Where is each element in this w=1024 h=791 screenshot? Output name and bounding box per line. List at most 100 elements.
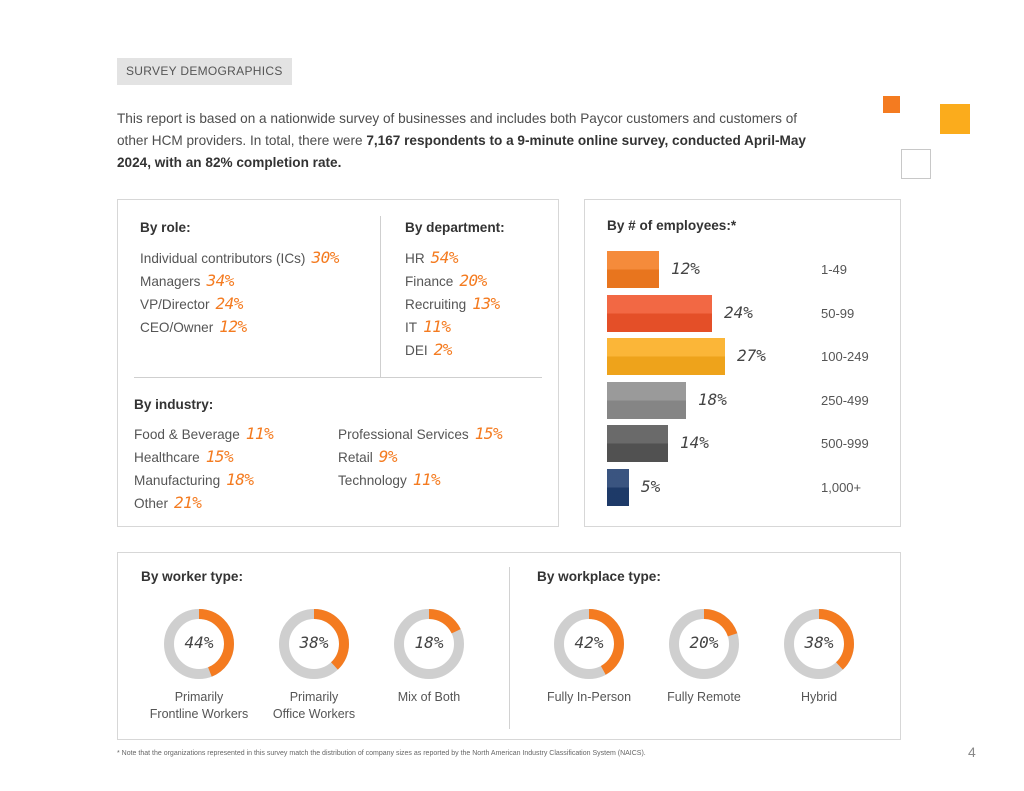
employee-bar-value: 14% xyxy=(680,433,709,452)
industry-value: 15% xyxy=(205,447,234,466)
by-role-heading: By role: xyxy=(140,220,191,235)
list-item: IT 11% xyxy=(405,315,500,338)
by-industry-heading: By industry: xyxy=(134,397,214,412)
employee-bar xyxy=(607,468,629,506)
industry-value: 21% xyxy=(174,493,202,512)
department-label: Recruiting xyxy=(405,297,467,312)
by-industry-right-list: Professional Services 15% Retail 9% Techno… xyxy=(338,422,503,491)
donut-caption: Primarily Office Workers xyxy=(249,689,379,723)
role-value: 12% xyxy=(219,317,247,336)
donut-caption-line: Office Workers xyxy=(272,707,356,721)
department-value: 20% xyxy=(459,271,487,290)
employee-bar-value: 18% xyxy=(698,389,727,409)
employee-bar-label: 500-999 xyxy=(821,436,869,451)
list-item: Recruiting 13% xyxy=(405,292,500,315)
donut-caption-line: Fully Remote xyxy=(667,690,741,704)
industry-value: 9% xyxy=(378,447,398,466)
employee-bar-label: 50-99 xyxy=(821,305,855,321)
footnote: * Note that the organizations represente… xyxy=(117,750,646,757)
role-value: 24% xyxy=(215,294,244,313)
by-department-list: HR 54% Finance 20% Recruiting 13% IT 11% DEI… xyxy=(405,246,500,361)
donut-chart xyxy=(394,609,464,679)
row-divider xyxy=(134,377,542,378)
donut-caption-line: Primarily xyxy=(174,690,224,704)
department-label: Finance xyxy=(405,274,454,289)
industry-value: 18% xyxy=(226,470,254,489)
donut-value: 44% xyxy=(184,633,214,652)
department-value: 54% xyxy=(430,248,459,267)
employee-bar xyxy=(607,425,668,462)
donut-slice xyxy=(279,609,349,679)
donut-chart xyxy=(784,609,854,679)
column-divider xyxy=(380,216,381,378)
industry-label: Manufacturing xyxy=(134,473,221,488)
donut-value: 42% xyxy=(574,633,604,652)
decorative-orange-square xyxy=(883,96,900,113)
donut-slice xyxy=(554,609,624,679)
list-item: Professional Services 15% xyxy=(338,422,503,445)
donut-slice xyxy=(784,609,854,679)
role-label: CEO/Owner xyxy=(140,320,214,335)
employee-bar-label: 1,000+ xyxy=(821,479,862,495)
intro-paragraph: This report is based on a nationwide sur… xyxy=(117,108,817,174)
employee-bar xyxy=(607,381,686,419)
list-item: Other 21% xyxy=(134,491,273,514)
employee-bar-label: 100-249 xyxy=(821,349,869,364)
donut-caption-line: Mix of Both xyxy=(397,690,461,704)
industry-label: Retail xyxy=(338,450,373,465)
department-label: DEI xyxy=(405,343,428,358)
industry-label: Professional Services xyxy=(338,427,469,442)
section-tag: SURVEY DEMOGRAPHICS xyxy=(117,58,292,85)
donut-slice xyxy=(669,609,739,679)
donut-caption: Fully In-Person xyxy=(524,689,654,706)
department-label: HR xyxy=(405,251,425,266)
donut-caption-line: Fully In-Person xyxy=(546,690,632,704)
donut-caption-line: Hybrid xyxy=(800,690,838,704)
industry-value: 15% xyxy=(474,424,503,443)
role-label: Individual contributors (ICs) xyxy=(140,251,306,266)
decorative-outline-square xyxy=(901,149,931,179)
donut-caption: Hybrid xyxy=(754,689,884,706)
by-worker-type-heading: By worker type: xyxy=(141,569,243,584)
list-item: Food & Beverage 11% xyxy=(134,422,274,445)
list-item: HR 54% xyxy=(405,246,500,269)
donut-chart xyxy=(164,609,234,679)
employee-bar-label: 1-49 xyxy=(821,262,848,277)
demographics-card: By role: Individual contributors (ICs) 30… xyxy=(117,199,559,527)
role-value: 30% xyxy=(311,248,339,267)
industry-label: Technology xyxy=(338,473,407,488)
decorative-amber-square xyxy=(940,104,970,134)
industry-label: Food & Beverage xyxy=(134,427,240,442)
by-role-list: Individual contributors (ICs) 30% Manager… xyxy=(140,246,339,338)
employee-bar xyxy=(607,251,659,288)
donut-caption: Fully Remote xyxy=(639,689,769,706)
industry-value: 11% xyxy=(412,470,441,489)
donut-value: 18% xyxy=(414,633,444,652)
intro-text: This report is based on a nationwide sur… xyxy=(117,111,798,148)
role-value: 34% xyxy=(206,271,234,290)
list-item: VP/Director 24% xyxy=(140,292,339,315)
by-workplace-type-heading: By workplace type: xyxy=(537,569,661,584)
role-label: VP/Director xyxy=(140,297,210,312)
list-item: Manufacturing 18% xyxy=(134,468,273,491)
list-item: Healthcare 15% xyxy=(134,445,273,468)
by-department-heading: By department: xyxy=(405,220,505,235)
donut-caption: Mix of Both xyxy=(364,689,494,706)
page-number: 4 xyxy=(968,744,976,760)
department-value: 11% xyxy=(423,317,451,336)
intro-bold-text: 7,167 respondents to a 9-minute online s… xyxy=(117,133,806,170)
donut-value: 20% xyxy=(689,633,719,652)
industry-value: 11% xyxy=(245,424,274,443)
industry-label: Healthcare xyxy=(134,450,200,465)
column-divider xyxy=(509,567,510,729)
donut-chart xyxy=(554,609,624,679)
worker-workplace-card: By worker type: By workplace type: 44% Pr… xyxy=(117,552,901,740)
donut-slice xyxy=(394,609,464,679)
donut-slice xyxy=(164,609,234,679)
employee-bar xyxy=(607,294,712,332)
employee-bar-value: 12% xyxy=(671,259,700,278)
department-label: IT xyxy=(405,320,418,335)
list-item: Finance 20% xyxy=(405,269,500,292)
employee-bar-value: 24% xyxy=(724,302,753,322)
industry-label: Other xyxy=(134,496,168,511)
